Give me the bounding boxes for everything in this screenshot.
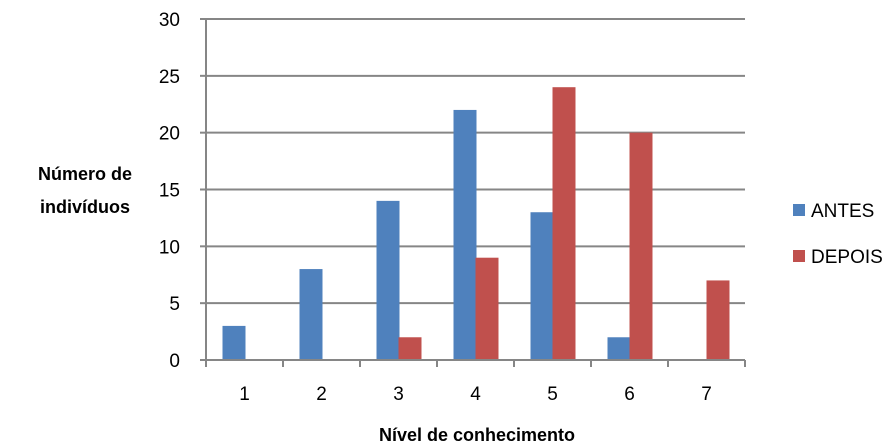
x-tick-label: 4 [470, 384, 481, 405]
x-tick-label: 6 [624, 384, 635, 405]
y-tick-label: 15 [159, 181, 180, 202]
y-tick-label: 20 [159, 124, 180, 145]
x-tick-label: 3 [393, 384, 404, 405]
x-tick-label: 1 [239, 384, 250, 405]
bar-antes-5 [530, 212, 554, 360]
y-axis-title-line-1: Número de [38, 164, 132, 184]
y-tick-label: 0 [169, 351, 180, 372]
bar-depois-5 [552, 87, 576, 360]
bar-antes-3 [376, 200, 400, 360]
bar-depois-7 [706, 280, 730, 360]
x-tick-label: 5 [547, 384, 558, 405]
y-tick-label: 10 [159, 237, 180, 258]
y-tick-label: 5 [169, 294, 180, 315]
legend-label-antes: ANTES [811, 201, 874, 222]
legend-label-depois: DEPOIS [811, 247, 883, 268]
axes [205, 19, 745, 361]
y-axis-title-line-2: indivíduos [40, 197, 130, 217]
bar-depois-4 [475, 257, 499, 360]
y-axis-ticks: 0 5 10 15 20 25 30 [159, 10, 206, 372]
legend-swatch-antes [793, 204, 805, 216]
legend: ANTES DEPOIS [793, 201, 883, 268]
x-axis-title: Nível de conhecimento [379, 425, 575, 445]
bar-depois-3 [398, 337, 422, 360]
bar-depois-6 [629, 132, 653, 360]
bar-antes-6 [607, 337, 631, 360]
x-tick-label: 2 [316, 384, 327, 405]
x-axis-ticks: 1 2 3 4 5 6 7 [205, 360, 746, 405]
legend-swatch-depois [793, 250, 805, 262]
x-tick-label: 7 [701, 384, 712, 405]
bars [222, 87, 730, 360]
bar-antes-2 [299, 269, 323, 360]
y-tick-label: 25 [159, 67, 180, 88]
bar-antes-4 [453, 109, 477, 360]
y-tick-label: 30 [159, 10, 180, 31]
bar-antes-1 [222, 325, 246, 360]
